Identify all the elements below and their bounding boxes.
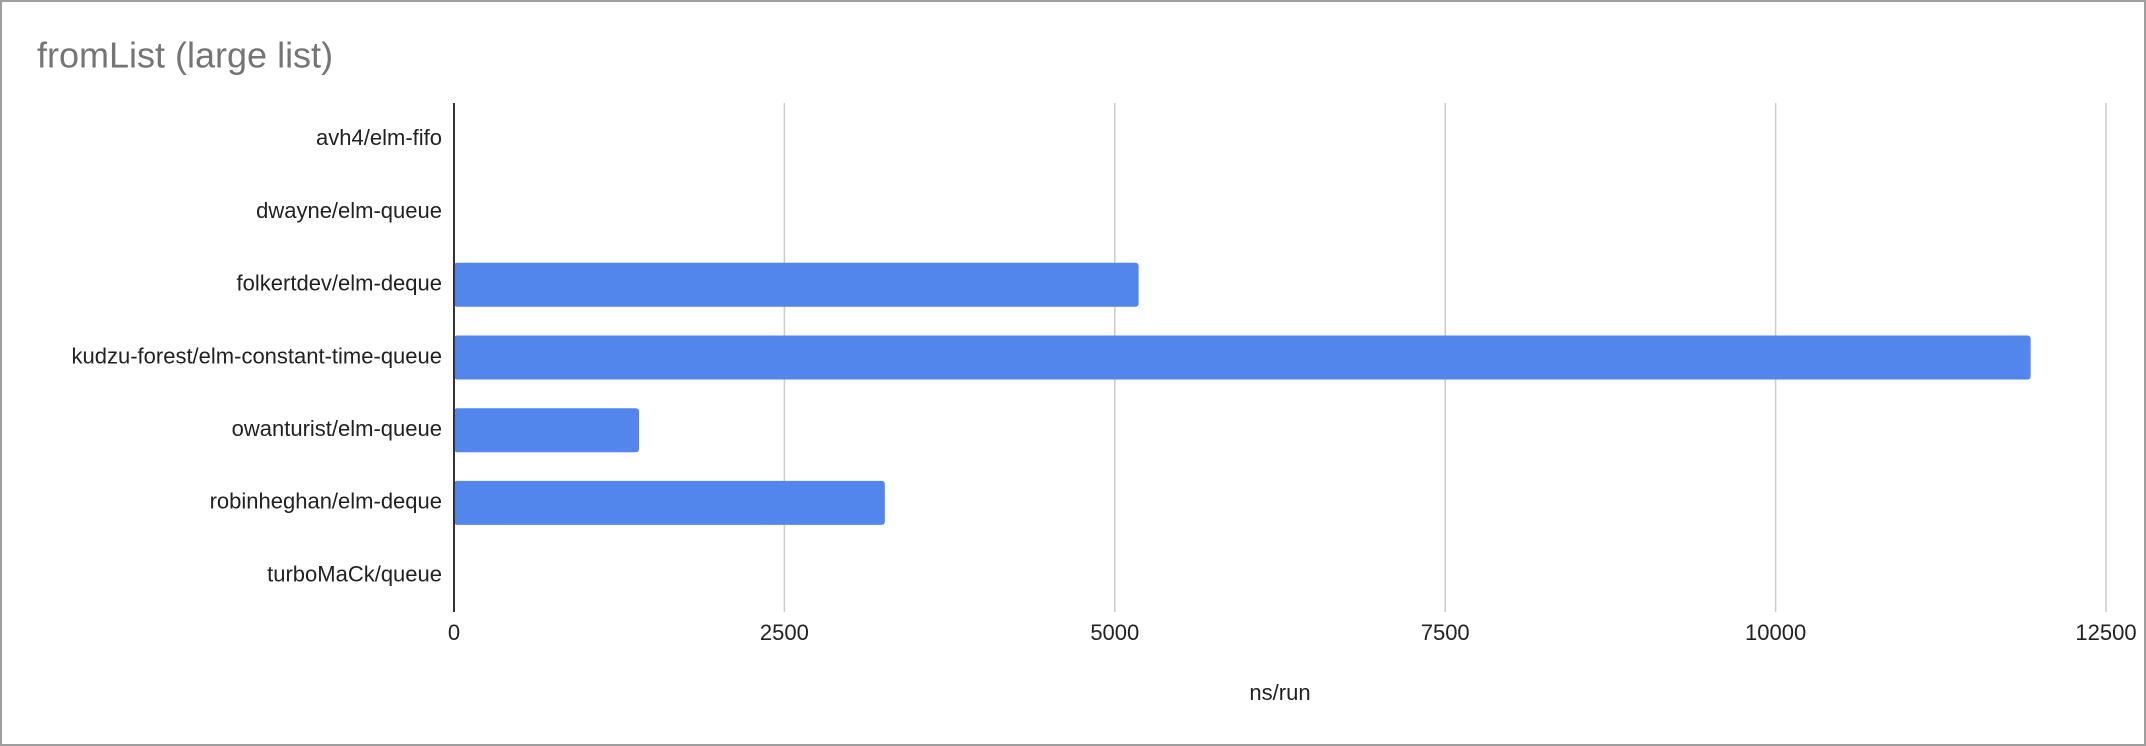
x-axis-title: ns/run: [1249, 680, 1310, 705]
x-tick-label: 12500: [2075, 620, 2136, 645]
x-tick-label: 0: [448, 620, 460, 645]
y-tick-label: owanturist/elm-queue: [232, 416, 442, 441]
x-tick-label: 10000: [1745, 620, 1806, 645]
x-tick-label: 2500: [760, 620, 809, 645]
bar: [454, 335, 2031, 380]
chart-title: fromList (large list): [37, 35, 333, 76]
x-tick-label: 5000: [1090, 620, 1139, 645]
bar: [454, 262, 1139, 307]
y-tick-label: turboMaCk/queue: [267, 561, 442, 586]
y-tick-label: kudzu-forest/elm-constant-time-queue: [72, 343, 443, 368]
bar: [454, 480, 885, 525]
y-tick-label: avh4/elm-fifo: [316, 125, 442, 150]
y-tick-label: folkertdev/elm-deque: [237, 271, 442, 296]
x-tick-label: 7500: [1421, 620, 1470, 645]
y-tick-label: dwayne/elm-queue: [256, 198, 442, 223]
bar: [454, 408, 640, 453]
y-tick-label: robinheghan/elm-deque: [210, 489, 442, 514]
